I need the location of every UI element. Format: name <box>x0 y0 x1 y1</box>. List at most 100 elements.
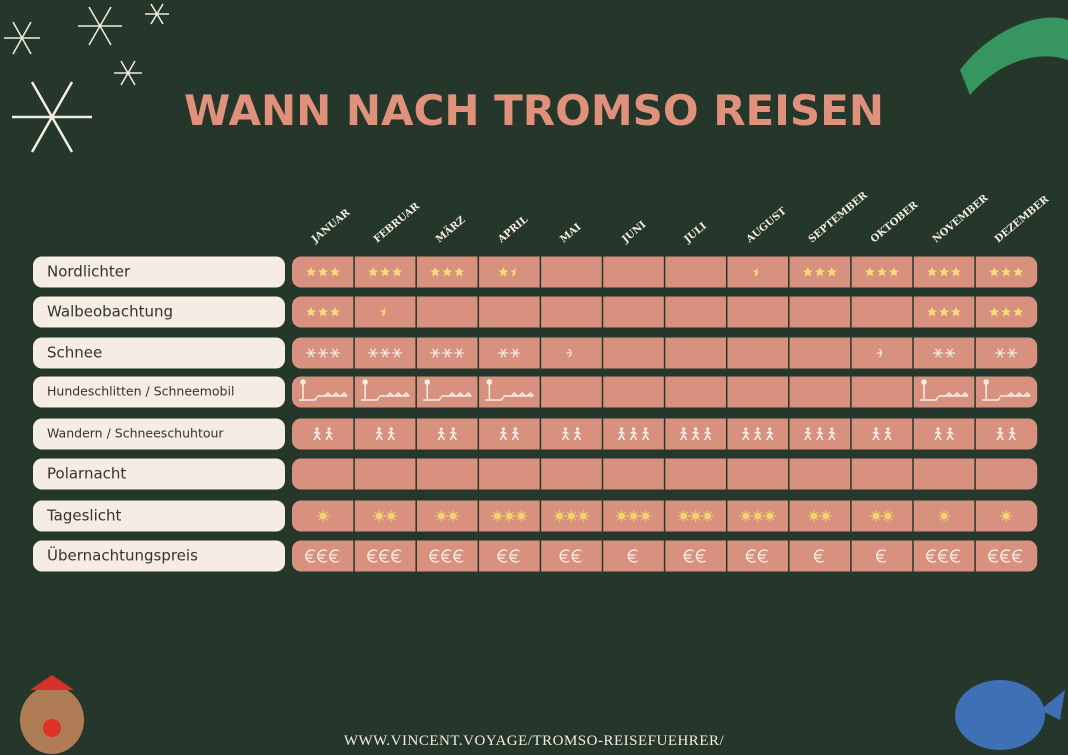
rating-cell <box>683 549 707 563</box>
rating-icon <box>996 427 1004 441</box>
rating-icon <box>982 379 1031 401</box>
hiker-head <box>874 427 878 431</box>
rating-icon <box>330 307 341 317</box>
sun-ray <box>585 518 589 521</box>
rating-icon <box>938 510 951 522</box>
sun-icon <box>689 510 702 522</box>
rating-cell <box>745 549 769 563</box>
hiker-icon <box>449 427 457 441</box>
hiker-arms <box>449 431 457 435</box>
rating-icon <box>573 427 582 441</box>
hiker-arms <box>804 431 812 435</box>
sled-icon <box>361 379 410 401</box>
sun-ray <box>516 511 519 514</box>
sun-disc <box>872 512 880 520</box>
sun-icon <box>317 510 330 522</box>
snow-stroke <box>568 351 572 358</box>
rating-icon <box>1012 549 1023 563</box>
euro-arc <box>683 549 695 563</box>
rating-cell <box>368 267 403 277</box>
sun-icon <box>491 510 504 522</box>
hiker-icon <box>691 427 700 441</box>
rating-icon <box>1013 307 1024 317</box>
rating-cell <box>869 510 894 522</box>
sun-ray <box>760 518 763 521</box>
hiker-arms <box>375 431 383 435</box>
rating-icon <box>577 510 590 522</box>
hiker-head <box>619 427 624 431</box>
sun-ray <box>772 511 775 514</box>
sun-ray <box>318 518 321 521</box>
sun-icon <box>553 510 566 522</box>
rating-icon <box>819 510 832 522</box>
sun-ray <box>648 518 651 521</box>
sun-disc <box>630 512 638 520</box>
rating-icon <box>330 348 341 358</box>
euro-arc <box>509 549 520 563</box>
euro-arc <box>453 549 464 563</box>
sled-dog <box>448 391 456 397</box>
sled-dog <box>1015 391 1023 397</box>
hiker-icon <box>617 427 626 441</box>
euro-icon <box>441 549 452 563</box>
rating-icon <box>330 267 341 277</box>
sled-dog <box>518 391 526 397</box>
hiker-arms <box>618 431 625 435</box>
star-icon <box>454 267 465 277</box>
sun-ray <box>821 518 824 521</box>
sun-ray <box>504 511 507 514</box>
rating-icon <box>373 510 386 522</box>
star-icon <box>951 267 962 277</box>
sun-ray <box>871 511 874 514</box>
sun-icon <box>615 510 628 522</box>
rating-cell <box>367 549 402 563</box>
sled-head <box>362 379 368 385</box>
rating-cell <box>553 510 590 522</box>
rating-icon <box>677 510 690 522</box>
euro-arc <box>876 549 887 563</box>
rating-icon <box>691 427 700 441</box>
snow-stroke <box>878 351 882 358</box>
euro-icon <box>509 549 520 563</box>
sled-dog <box>1007 391 1015 397</box>
sun-ray <box>748 511 751 514</box>
rating-icon <box>939 267 950 277</box>
sun-ray <box>698 511 701 514</box>
rating-icon <box>995 348 1006 358</box>
sun-ray <box>628 518 632 521</box>
rating-cell <box>989 267 1024 277</box>
sun-ray <box>691 511 694 514</box>
rating-icon <box>802 267 813 277</box>
rating-cell <box>934 427 954 441</box>
euro-icon <box>757 549 769 563</box>
rating-icon <box>757 549 769 563</box>
snow-stroke <box>997 348 1004 358</box>
rating-icon <box>617 427 626 441</box>
rating-icon <box>299 379 348 401</box>
hiker-head <box>706 427 710 431</box>
hiker-head <box>451 427 455 431</box>
rating-cell <box>429 549 464 563</box>
rating-cell <box>498 267 516 277</box>
sun-icon <box>1000 510 1013 522</box>
sun-disc <box>517 512 525 520</box>
sun-disc <box>940 512 948 520</box>
euro-icon <box>379 549 390 563</box>
rating-icon <box>988 549 999 563</box>
sun-ray <box>616 511 620 514</box>
rating-cell <box>677 510 714 522</box>
rating-icon <box>329 549 340 563</box>
sun-icon <box>515 510 528 522</box>
sun-ray <box>1001 518 1004 521</box>
rating-cell <box>497 549 520 563</box>
rating-icon <box>392 348 403 358</box>
euro-arc <box>391 549 402 563</box>
sun-ray <box>686 518 689 521</box>
sun-disc <box>822 512 830 520</box>
sun-ray <box>523 518 526 521</box>
star-icon <box>430 267 441 277</box>
sun-ray <box>710 511 713 514</box>
sled-icon <box>423 379 472 401</box>
rating-icon <box>752 267 758 277</box>
hiker-head <box>806 427 810 431</box>
